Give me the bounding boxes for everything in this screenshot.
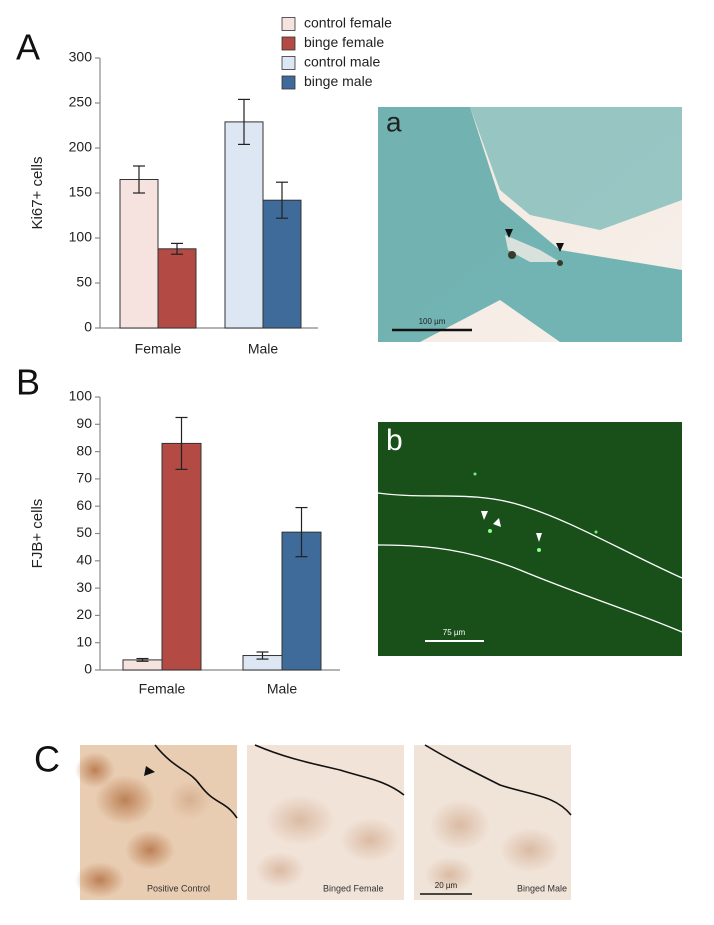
y-tick-label: 40 <box>76 552 92 568</box>
legend-label: binge female <box>304 34 384 50</box>
micrograph-c2: Binged Female <box>247 744 405 900</box>
micrograph-b: b 75 µm <box>377 422 683 656</box>
scale-bar-label: 75 µm <box>443 628 466 637</box>
y-tick-label: 200 <box>69 139 93 155</box>
image-caption: Positive Control <box>147 883 210 893</box>
image-label: a <box>386 106 402 137</box>
y-axis-label: Ki67+ cells <box>29 157 46 230</box>
bar <box>161 442 202 671</box>
bar <box>224 121 264 329</box>
x-tick-label: Male <box>267 681 298 697</box>
error-bar <box>175 416 188 470</box>
legend-swatch <box>281 75 296 90</box>
y-tick-label: 0 <box>84 661 92 677</box>
y-tick-label: 50 <box>76 524 92 540</box>
panel-label: A <box>16 27 40 68</box>
y-tick-label: 90 <box>76 415 92 431</box>
y-tick-label: 30 <box>76 579 92 595</box>
micrograph-c3: 20 µm Binged Male <box>414 744 572 900</box>
scale-bar-label: 100 µm <box>419 317 446 326</box>
error-bar <box>276 181 288 219</box>
error-bar <box>295 506 308 558</box>
bar <box>119 179 159 329</box>
legend-swatch <box>281 36 296 51</box>
y-tick-label: 20 <box>76 606 92 622</box>
legend-label: binge male <box>304 73 373 89</box>
error-bar <box>171 242 183 255</box>
x-tick-label: Female <box>139 681 186 697</box>
legend-label: control male <box>304 54 380 70</box>
error-bar <box>238 98 250 145</box>
y-tick-label: 50 <box>76 274 92 290</box>
panel-label: B <box>16 362 40 403</box>
y-tick-label: 250 <box>69 94 93 110</box>
y-tick-label: 60 <box>76 497 92 513</box>
y-tick-label: 80 <box>76 442 92 458</box>
error-bar <box>136 657 149 662</box>
legend-swatch <box>281 56 296 70</box>
y-tick-label: 10 <box>76 633 92 649</box>
y-tick-label: 300 <box>69 49 93 65</box>
micrograph-a: a 100 µm <box>378 106 682 342</box>
panel-label: C <box>34 739 60 780</box>
bar <box>262 199 302 329</box>
legend-swatch <box>281 17 296 31</box>
y-tick-label: 100 <box>69 388 93 404</box>
y-tick-label: 100 <box>69 229 93 245</box>
y-tick-label: 70 <box>76 470 92 486</box>
y-tick-label: 150 <box>69 184 93 200</box>
x-tick-label: Female <box>135 341 182 357</box>
x-tick-label: Male <box>248 341 279 357</box>
y-axis-label: FJB+ cells <box>29 499 46 569</box>
micrograph-c1: Positive Control <box>75 744 238 900</box>
bar <box>157 248 197 329</box>
scale-bar-label: 20 µm <box>435 881 458 890</box>
legend-label: control female <box>304 15 392 31</box>
image-caption: Binged Female <box>323 883 384 893</box>
image-caption: Binged Male <box>517 883 567 893</box>
image-label: b <box>386 424 403 457</box>
error-bar <box>256 651 269 660</box>
error-bar <box>133 165 145 194</box>
y-tick-label: 0 <box>84 319 92 335</box>
